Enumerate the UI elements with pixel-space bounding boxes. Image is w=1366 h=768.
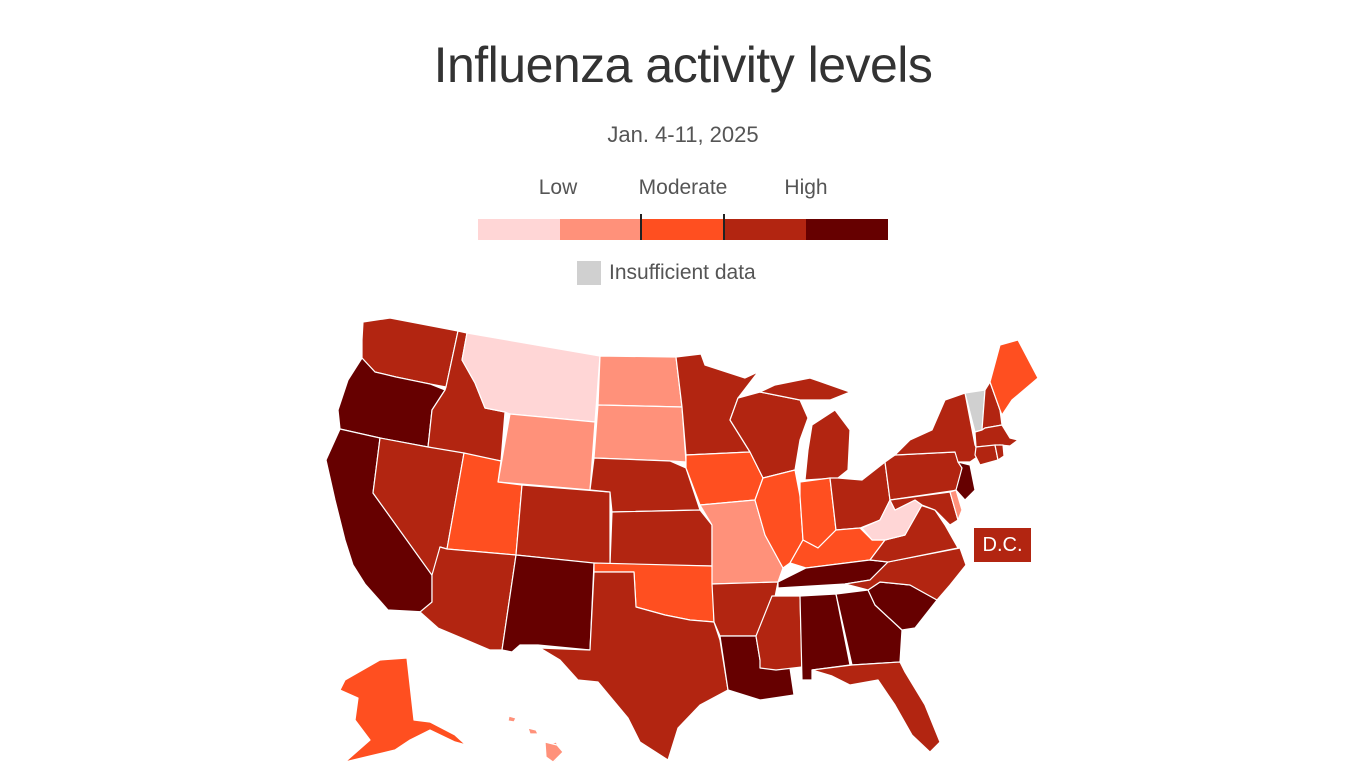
legend-labels: Low Moderate High	[478, 176, 888, 204]
insufficient-data-swatch	[577, 261, 601, 285]
state-RI[interactable]	[994, 444, 1005, 461]
state-MI[interactable]	[759, 377, 851, 401]
legend-swatch-minimal	[478, 219, 560, 240]
state-CT[interactable]	[974, 444, 999, 466]
date-range: Jan. 4-11, 2025	[607, 122, 759, 147]
legend-label-moderate: Moderate	[638, 176, 728, 199]
state-DE[interactable]	[949, 489, 963, 521]
state-MI-lower[interactable]	[804, 409, 851, 481]
state-ND[interactable]	[597, 355, 683, 408]
legend-swatch-low	[560, 219, 642, 240]
state-NY[interactable]	[894, 392, 981, 463]
insufficient-data-label: Insufficient data	[609, 261, 756, 284]
state-MT[interactable]	[461, 332, 601, 423]
state-CO[interactable]	[515, 484, 611, 566]
legend-insufficient-data: Insufficient data	[577, 261, 756, 285]
legend-swatch-moderate	[642, 219, 724, 240]
state-FL[interactable]	[811, 661, 941, 753]
state-WY[interactable]	[497, 413, 596, 491]
legend-swatch-very-high	[806, 219, 888, 240]
state-NM[interactable]	[501, 554, 595, 653]
state-TX[interactable]	[539, 571, 729, 761]
state-ME[interactable]	[989, 339, 1039, 416]
state-NJ[interactable]	[955, 461, 976, 501]
state-HI-maui[interactable]	[527, 727, 539, 735]
legend-tick-moderate-start	[640, 214, 642, 240]
legend-swatch-high	[724, 219, 806, 240]
state-NC[interactable]	[844, 547, 967, 601]
state-HI-islands[interactable]	[507, 715, 517, 723]
state-IA[interactable]	[685, 451, 764, 506]
state-AK[interactable]	[339, 657, 467, 763]
legend-label-low: Low	[538, 176, 578, 199]
state-SD[interactable]	[593, 404, 687, 463]
legend-tick-moderate-end	[723, 214, 725, 240]
state-KS[interactable]	[609, 509, 713, 567]
page-title: Influenza activity levels	[433, 37, 933, 93]
legend-color-scale	[478, 219, 888, 240]
dc-label[interactable]: D.C.	[974, 528, 1031, 562]
legend-label-high: High	[784, 176, 828, 199]
state-HI-big-island[interactable]	[544, 741, 564, 763]
